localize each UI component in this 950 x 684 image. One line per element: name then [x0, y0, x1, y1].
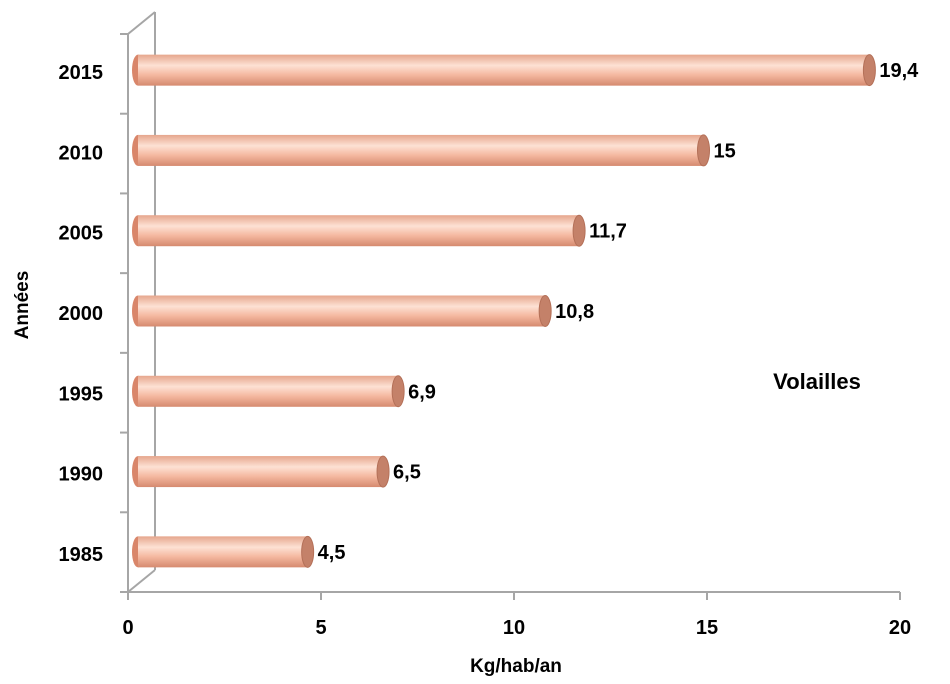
x-tick-label: 10 — [503, 617, 525, 639]
data-label: 15 — [714, 140, 736, 162]
bar-2005 — [132, 214, 586, 247]
y-tick-label: 1995 — [59, 383, 104, 405]
bar-body — [138, 54, 870, 86]
y-tick-label: 2015 — [59, 62, 104, 84]
bar-1990 — [132, 455, 390, 488]
bar-end-cap — [697, 134, 710, 167]
x-axis-title: Kg/hab/an — [470, 656, 562, 677]
x-tick-label: 5 — [315, 617, 326, 639]
data-label: 4,5 — [318, 542, 346, 564]
bar-2010 — [132, 134, 710, 167]
data-label: 6,5 — [393, 462, 421, 484]
bar-1995 — [132, 375, 405, 408]
bar-end-cap — [376, 455, 390, 488]
x-tick-label: 20 — [889, 617, 911, 639]
bar-body — [138, 215, 580, 247]
data-label: 11,7 — [589, 221, 627, 243]
bar-end-cap — [862, 54, 876, 87]
bar-body — [138, 456, 384, 488]
bar-end-cap — [391, 375, 405, 408]
y-tick-label: 2000 — [59, 303, 104, 325]
bar-2015 — [132, 54, 876, 87]
x-tick-label: 15 — [696, 617, 718, 639]
y-tick-label: 1990 — [59, 464, 104, 486]
x-tick-label: 0 — [122, 617, 133, 639]
bar-body — [138, 375, 399, 407]
data-labels: 4,5 6,5 6,9 10,8 11,7 15 19,4 — [318, 60, 920, 564]
bar-body — [138, 536, 308, 568]
y-axis-title: Années — [12, 271, 33, 340]
bar-body — [138, 134, 704, 166]
bar-end-cap — [301, 535, 315, 568]
data-label: 6,9 — [408, 381, 436, 403]
bars — [132, 54, 876, 568]
chart-annotation: Volailles — [773, 369, 861, 394]
bar-1985 — [132, 535, 315, 568]
y-tick-label: 1985 — [59, 544, 104, 566]
tick-labels: 0 5 10 15 20 1985 1990 1995 2000 2005 2010 2015 — [59, 62, 912, 639]
bar-end-cap — [538, 295, 552, 327]
y-tick-label: 2010 — [59, 142, 104, 164]
floor-depth-edge — [127, 569, 156, 593]
data-label: 10,8 — [555, 301, 594, 323]
bar-end-cap — [572, 214, 586, 247]
y-tick-label: 2005 — [59, 223, 104, 245]
data-label: 19,4 — [879, 60, 919, 82]
bar-2000 — [132, 295, 552, 327]
wall-top-edge — [127, 11, 156, 35]
bar-body — [138, 295, 546, 327]
